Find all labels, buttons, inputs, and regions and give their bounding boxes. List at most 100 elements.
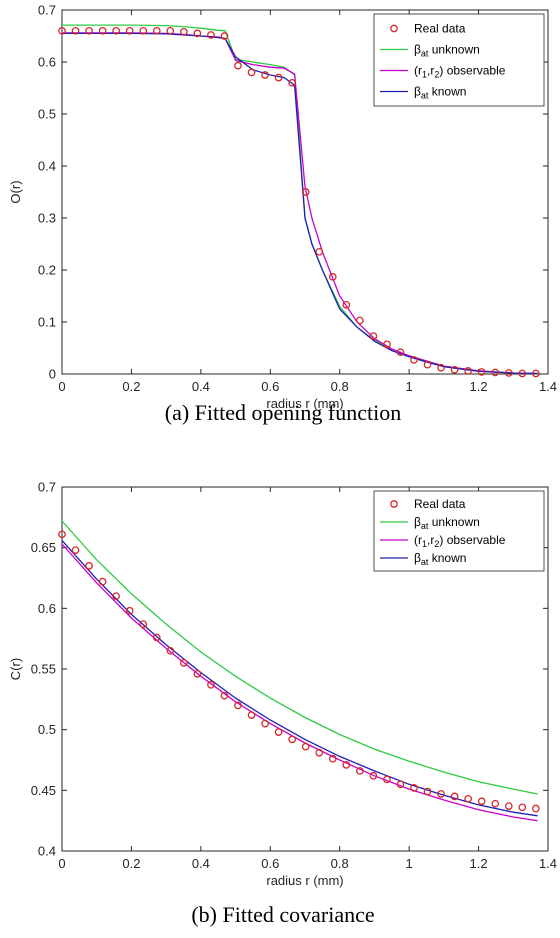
data-point [166,26,175,35]
y-tick-label: 0.6 [38,601,56,616]
x-tick-label: 0 [58,856,65,871]
data-point [207,31,215,39]
data-point [207,680,215,689]
y-tick-label: 0.4 [38,159,56,174]
data-point [464,794,473,803]
data-point [274,73,283,82]
legend-label: βat unknown [414,43,480,59]
chart-panel-b: 0 0.2 0.4 0.6 0.8 1 1.2 1.4 0.4 0.45 0.5 0.55 0.6 0.6… [8,480,557,889]
data-point [58,26,66,35]
data-point [288,735,297,744]
x-axis-label: radius r (mm) [266,873,343,888]
legend-box [373,13,545,107]
legend-label: βat known [414,551,466,567]
y-tick-label: 0.7 [38,480,56,495]
data-point [301,188,310,196]
data-point [234,61,242,70]
y-tick-label: 0.6 [38,55,56,70]
data-point [342,300,351,309]
legend-label: Real data [414,22,466,36]
y-tick-label: 0.65 [31,540,56,555]
legend-label: Real data [414,497,466,511]
y-tick-label: 0.4 [38,844,56,859]
caption-b: (b) Fitted covariance [191,902,374,927]
data-point [98,577,107,586]
data-point [274,728,283,736]
x-tick-label: 0.6 [261,856,279,871]
y-tick-label: 0.2 [38,263,56,278]
x-tick-label: 0 [58,379,65,394]
data-point [220,32,229,40]
y-tick-label: 0.5 [38,107,56,122]
data-point [383,340,391,349]
data-point [85,562,93,570]
data-point [518,803,527,812]
data-point [410,356,418,364]
data-point [301,742,310,751]
data-point [369,332,378,340]
x-tick-label: 1 [406,379,413,394]
data-point [531,369,540,378]
data-point [71,26,80,35]
data-point [437,790,445,798]
caption-a: (a) Fitted opening function [165,400,401,425]
data-point [355,767,364,775]
data-point [450,365,459,374]
y-axis-label: O(r) [8,180,23,203]
data-point [220,691,229,700]
x-tick-label: 0.4 [192,379,210,394]
x-tick-label: 0.2 [122,856,140,871]
data-point [193,29,202,38]
data-point [193,670,202,678]
legend-marker [390,24,398,33]
data-point [464,367,473,375]
data-point [261,719,269,728]
data-point [288,78,297,87]
data-point [152,633,161,642]
x-tick-label: 1.4 [539,379,557,394]
data-point [518,369,527,378]
chart-panel-a: 0 0.2 0.4 0.6 0.8 1 1.2 1.4 0 0.1 0.2 0.3 0.4 0.5 0.6 0… [8,3,557,412]
data-point [125,606,134,615]
x-tick-label: 1.2 [470,856,488,871]
data-point [328,754,337,763]
data-point [504,369,513,377]
data-point [98,26,107,35]
data-point [531,804,540,813]
data-point [423,360,432,369]
data-point [125,26,134,35]
series-line [61,520,538,795]
data-point [504,802,513,810]
x-tick-label: 1 [406,856,413,871]
y-tick-label: 0.7 [38,3,56,18]
data-point [152,26,161,35]
data-point [477,368,486,376]
data-point [247,711,256,719]
data-point [85,26,93,35]
data-point [450,792,459,801]
data-point [491,368,500,377]
data-point [437,363,445,372]
data-point [139,620,148,628]
data-point [477,797,486,806]
data-point [355,316,364,325]
data-point [112,592,121,601]
y-tick-label: 0 [49,367,56,382]
data-point [58,530,66,539]
legend-label: βat unknown [414,515,480,531]
x-tick-label: 0.8 [331,379,349,394]
y-tick-label: 0.1 [38,315,56,330]
y-axis-label: C(r) [8,658,23,680]
data-point [112,26,121,35]
x-tick-label: 1.2 [470,379,488,394]
data-point [166,646,175,655]
data-point [396,780,405,789]
data-point [315,748,324,757]
data-point [491,799,500,808]
x-axis-label: radius r (mm) [266,396,343,411]
legend-label: (r1,r2) observable [414,533,506,549]
legend-label: βat known [414,85,466,101]
data-point [383,775,391,784]
y-tick-label: 0.3 [38,211,56,226]
